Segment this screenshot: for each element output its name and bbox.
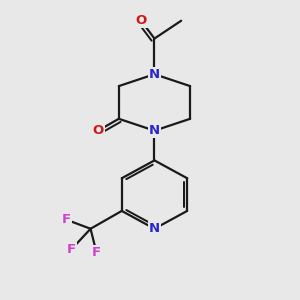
Text: N: N (149, 222, 160, 235)
Text: F: F (62, 213, 71, 226)
Text: F: F (67, 243, 76, 256)
Text: F: F (92, 246, 101, 259)
Text: O: O (136, 14, 147, 27)
Text: N: N (149, 124, 160, 137)
Text: N: N (149, 68, 160, 81)
Text: O: O (92, 124, 104, 137)
